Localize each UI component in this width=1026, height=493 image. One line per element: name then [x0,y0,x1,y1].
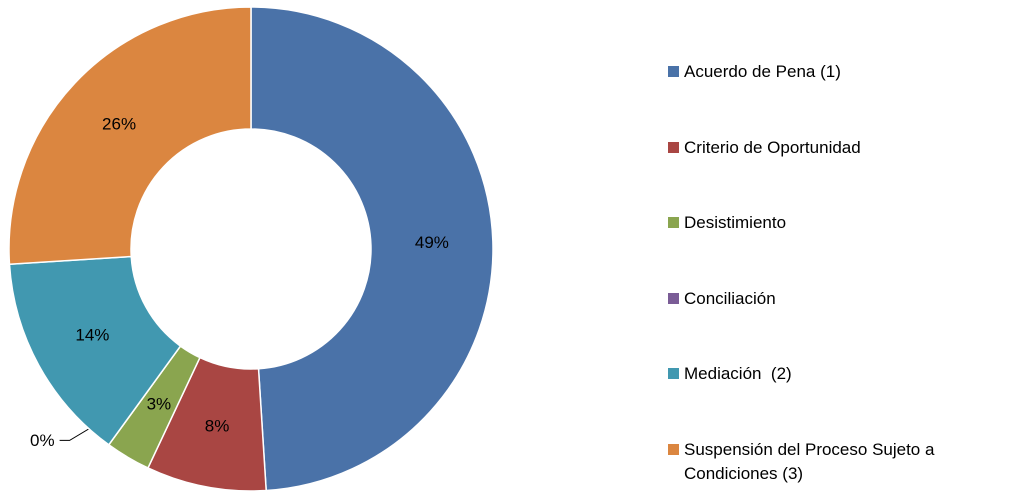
legend-label: Mediación (2) [684,364,792,383]
donut-slice [8,6,252,265]
data-label: 3% [147,394,172,413]
legend-item: Mediación (2) [668,362,1018,386]
legend-label: Criterio de Oportunidad [684,137,861,157]
legend-label: Desistimiento [684,213,787,232]
legend-swatch [668,141,679,153]
donut-slice [250,6,494,492]
legend-label: Conciliación [684,288,776,308]
legend-label: Suspensión del Proceso Sujeto a Condicio… [684,439,940,483]
data-label: 0% [30,431,55,450]
legend-swatch [668,292,679,304]
legend-item: Conciliación [668,287,1018,311]
legend-label: Acuerdo de Pena (1) [684,62,841,81]
data-label: 49% [415,233,449,252]
legend-swatch [668,368,679,379]
legend-swatch [668,443,679,455]
data-label: 8% [205,416,230,435]
data-label: 14% [75,326,109,345]
legend-swatch [668,66,679,77]
legend-item: Desistimiento [668,211,1018,235]
donut-slice [8,255,182,446]
data-label: 26% [102,115,136,134]
donut-plot: 49% 8% 3% 0% 14% 26% [8,6,494,492]
legend-item: Acuerdo de Pena (1) [668,60,1018,84]
legend-swatch [668,217,679,228]
legend-item: Criterio de Oportunidad [668,136,1018,160]
legend-item: Suspensión del Proceso Sujeto a Condicio… [668,438,1018,486]
